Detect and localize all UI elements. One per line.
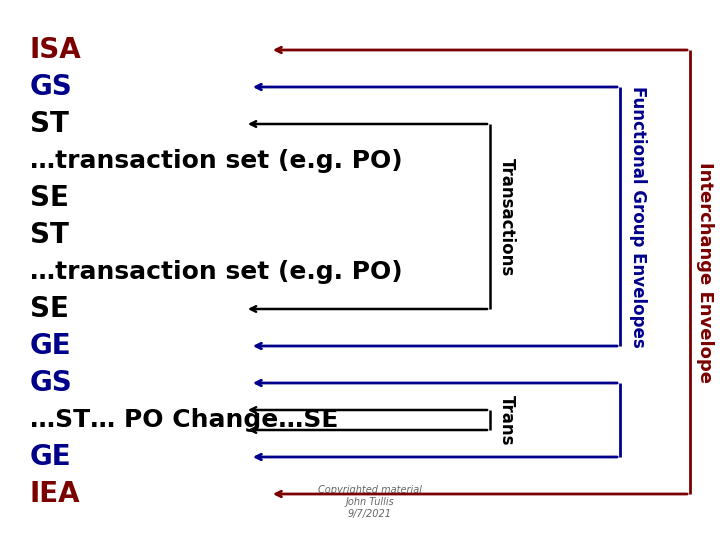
Text: ST: ST <box>30 221 69 249</box>
Text: GS: GS <box>30 369 73 397</box>
Text: SE: SE <box>30 184 69 212</box>
Text: Trans: Trans <box>498 395 516 446</box>
Text: GE: GE <box>30 332 71 360</box>
Text: GE: GE <box>30 443 71 471</box>
Text: ISA: ISA <box>30 36 82 64</box>
Text: SE: SE <box>30 295 69 323</box>
Text: Copyrighted material
John Tullis
9/7/2021: Copyrighted material John Tullis 9/7/202… <box>318 485 422 518</box>
Text: ST: ST <box>30 110 69 138</box>
Text: IEA: IEA <box>30 480 81 508</box>
Text: Interchange Envelope: Interchange Envelope <box>696 161 714 382</box>
Text: …transaction set (e.g. PO): …transaction set (e.g. PO) <box>30 149 402 173</box>
Text: GS: GS <box>30 73 73 101</box>
Text: …ST… PO Change…SE: …ST… PO Change…SE <box>30 408 338 432</box>
Text: …transaction set (e.g. PO): …transaction set (e.g. PO) <box>30 260 402 284</box>
Text: Transactions: Transactions <box>498 158 516 276</box>
Text: Functional Group Envelopes: Functional Group Envelopes <box>629 86 647 348</box>
